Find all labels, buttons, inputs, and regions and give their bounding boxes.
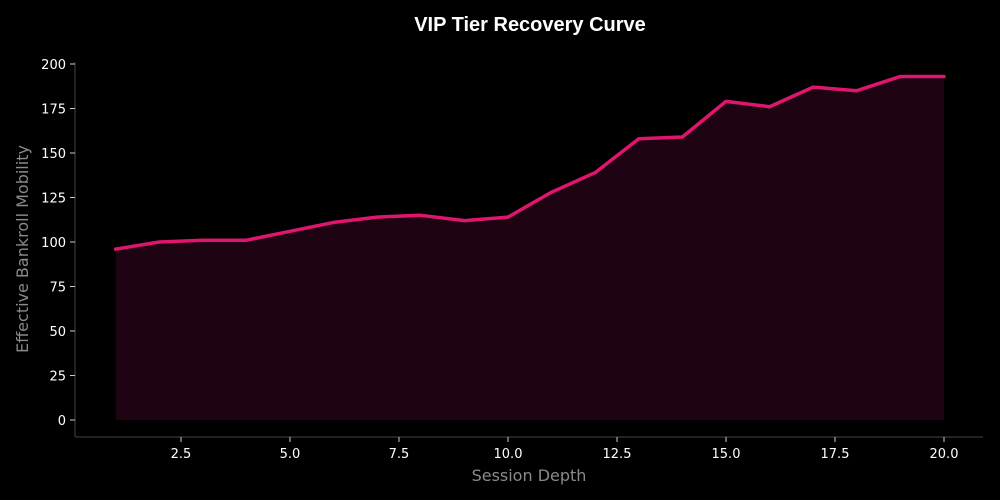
y-axis: 0 25 50 75 100 125 150 175 200 (41, 58, 76, 437)
y-tick-label: 75 (49, 281, 66, 296)
x-tick-label: 12.5 (603, 447, 632, 462)
x-tick-label: 15.0 (712, 447, 741, 462)
area-fill (115, 76, 945, 421)
x-tick-label: 2.5 (171, 447, 192, 462)
plot-area (113, 74, 946, 421)
x-tick-label: 10.0 (494, 447, 523, 462)
y-tick-label: 200 (41, 58, 66, 73)
data-line (113, 74, 946, 251)
x-axis-label: Session Depth (472, 466, 587, 485)
y-tick-label: 150 (41, 147, 66, 162)
y-tick-label: 0 (58, 414, 66, 429)
y-axis-label: Effective Bankroll Mobility (13, 145, 32, 353)
x-tick-label: 7.5 (389, 447, 410, 462)
x-tick-label: 17.5 (821, 447, 850, 462)
chart-title: VIP Tier Recovery Curve (414, 14, 646, 36)
x-tick-label: 5.0 (280, 447, 301, 462)
y-tick-label: 100 (41, 236, 66, 251)
x-axis: 2.5 5.0 7.5 10.0 12.5 15.0 17.5 20.0 (75, 436, 983, 462)
x-tick-label: 20.0 (930, 447, 959, 462)
y-tick-label: 125 (41, 192, 66, 207)
y-tick-label: 50 (49, 325, 66, 340)
y-tick-label: 175 (41, 103, 66, 118)
y-tick-label: 25 (49, 370, 66, 385)
